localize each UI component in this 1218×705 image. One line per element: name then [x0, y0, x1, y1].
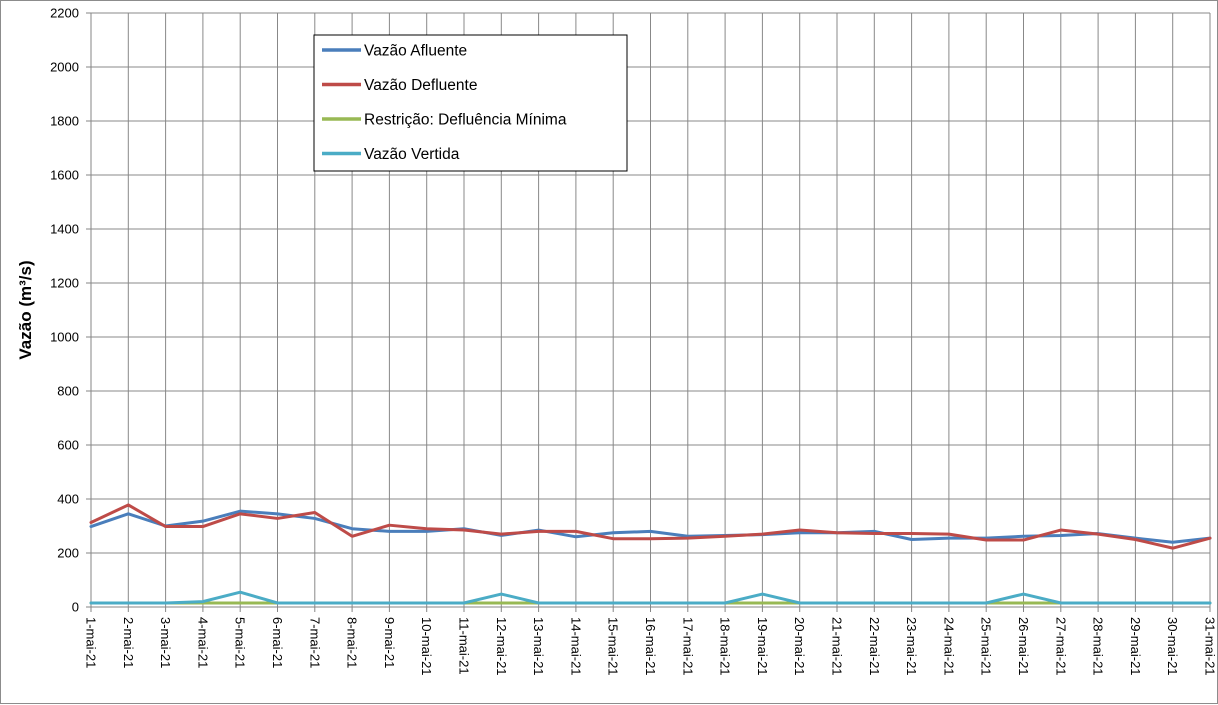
series-line-vazao-afluente: [89, 509, 1212, 544]
series-lines: [89, 503, 1212, 605]
x-tick-label: 30-mai-21: [1165, 617, 1180, 676]
x-tick-label: 20-mai-21: [792, 617, 807, 676]
x-tick-label: 10-mai-21: [419, 617, 434, 676]
x-tick-label: 3-mai-21: [158, 617, 173, 668]
gridlines: [91, 12, 1211, 607]
x-tick-label: 25-mai-21: [979, 617, 994, 676]
y-tick-labels: 0 200 400 600 800 1000 1200 1400 1600 1800 2000 220…: [50, 6, 79, 615]
y-tick-label: 1600: [50, 168, 79, 183]
legend: Vazão Afluente Vazão Defluente Restrição: …: [313, 34, 628, 172]
x-tick-label: 28-mai-21: [1091, 617, 1106, 676]
legend-label: Vazão Afluente: [364, 43, 467, 60]
x-tick-label: 22-mai-21: [867, 617, 882, 676]
series-line-vazao-defluente: [89, 503, 1212, 550]
x-tick-label: 19-mai-21: [755, 617, 770, 676]
x-tick-label: 4-mai-21: [195, 617, 210, 668]
series-line-vazao-vertida: [89, 590, 1212, 605]
x-tick-label: 13-mai-21: [531, 617, 546, 676]
x-tick-label: 8-mai-21: [345, 617, 360, 668]
x-tick-label: 26-mai-21: [1016, 617, 1031, 676]
x-tick-label: 16-mai-21: [643, 617, 658, 676]
y-tick-label: 2000: [50, 60, 79, 75]
y-tick-label: 400: [57, 492, 79, 507]
y-tick-label: 1000: [50, 330, 79, 345]
y-tick-label: 800: [57, 384, 79, 399]
x-tick-label: 15-mai-21: [606, 617, 621, 676]
legend-label: Restrição: Defluência Mínima: [364, 112, 567, 129]
x-tick-label: 17-mai-21: [680, 617, 695, 676]
legend-label: Vazão Defluente: [364, 77, 477, 94]
x-tick-label: 5-mai-21: [233, 617, 248, 668]
x-tick-label: 24-mai-21: [941, 617, 956, 676]
y-tick-label: 200: [57, 546, 79, 561]
y-tick-label: 1800: [50, 114, 79, 129]
x-tick-label: 14-mai-21: [568, 617, 583, 676]
x-tick-label: 18-mai-21: [718, 617, 733, 676]
y-tick-label: 1400: [50, 222, 79, 237]
x-tick-label: 6-mai-21: [270, 617, 285, 668]
x-tick-label: 27-mai-21: [1053, 617, 1068, 676]
y-tick-label: 2200: [50, 6, 79, 21]
x-tick-label: 12-mai-21: [494, 617, 509, 676]
axes: [86, 12, 1211, 612]
y-tick-label: 1200: [50, 276, 79, 291]
x-tick-label: 1-mai-21: [84, 617, 99, 668]
y-tick-label: 600: [57, 438, 79, 453]
x-tick-label: 11-mai-21: [457, 617, 472, 675]
y-tick-label: 0: [72, 600, 79, 615]
x-tick-label: 21-mai-21: [830, 617, 845, 676]
x-tick-label: 7-mai-21: [307, 617, 322, 668]
x-tick-label: 23-mai-21: [904, 617, 919, 676]
legend-label: Vazão Vertida: [364, 146, 460, 163]
x-tick-label: 31-mai-21: [1203, 617, 1218, 676]
x-tick-label: 9-mai-21: [382, 617, 397, 668]
x-tick-labels: 1-mai-21 2-mai-21 3-mai-21 4-mai-21 5-mai-21…: [84, 617, 1218, 676]
x-tick-label: 29-mai-21: [1128, 617, 1143, 676]
x-tick-label: 2-mai-21: [121, 617, 136, 668]
legend-box: [313, 34, 628, 172]
y-axis-label: Vazão (m³/s): [16, 260, 35, 359]
